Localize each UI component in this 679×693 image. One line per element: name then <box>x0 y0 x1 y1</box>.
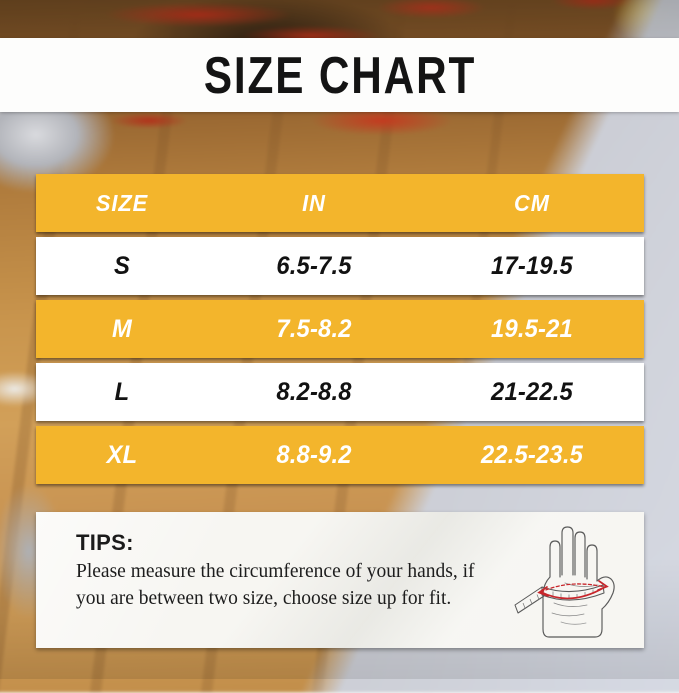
column-header-size: SIZE <box>40 190 203 217</box>
cell-cm-xl: 22.5-23.5 <box>426 441 639 470</box>
table-row: XL 8.8-9.2 22.5-23.5 <box>36 426 644 484</box>
cell-cm-l: 21-22.5 <box>426 378 639 407</box>
size-chart-table: SIZE IN CM S 6.5-7.5 17-19.5 M 7.5-8.2 1… <box>36 174 644 489</box>
cell-size-s: S <box>40 252 203 281</box>
cell-inches-xl: 8.8-9.2 <box>213 441 414 470</box>
tips-heading: TIPS: <box>76 530 486 556</box>
column-header-cm: CM <box>426 190 639 217</box>
table-row: M 7.5-8.2 19.5-21 <box>36 300 644 358</box>
cell-size-m: M <box>40 315 203 344</box>
cell-cm-m: 19.5-21 <box>426 315 639 344</box>
cell-inches-m: 7.5-8.2 <box>213 315 414 344</box>
page-title: SIZE CHART <box>203 45 475 105</box>
cell-inches-l: 8.2-8.8 <box>213 378 414 407</box>
tips-text-block: TIPS: Please measure the circumference o… <box>36 512 496 648</box>
hand-measurement-illustration <box>496 512 644 648</box>
cell-cm-s: 17-19.5 <box>426 252 639 281</box>
column-header-in: IN <box>213 190 414 217</box>
cell-inches-s: 6.5-7.5 <box>213 252 414 281</box>
cell-size-xl: XL <box>40 441 203 470</box>
table-row: L 8.2-8.8 21-22.5 <box>36 363 644 421</box>
title-banner: SIZE CHART <box>0 38 679 112</box>
cell-size-l: L <box>40 378 203 407</box>
tips-panel: TIPS: Please measure the circumference o… <box>36 512 644 648</box>
hand-with-measuring-tape-icon <box>501 517 633 643</box>
tips-body: Please measure the circumference of your… <box>76 559 486 612</box>
table-row: S 6.5-7.5 17-19.5 <box>36 237 644 295</box>
table-header-row: SIZE IN CM <box>36 174 644 232</box>
